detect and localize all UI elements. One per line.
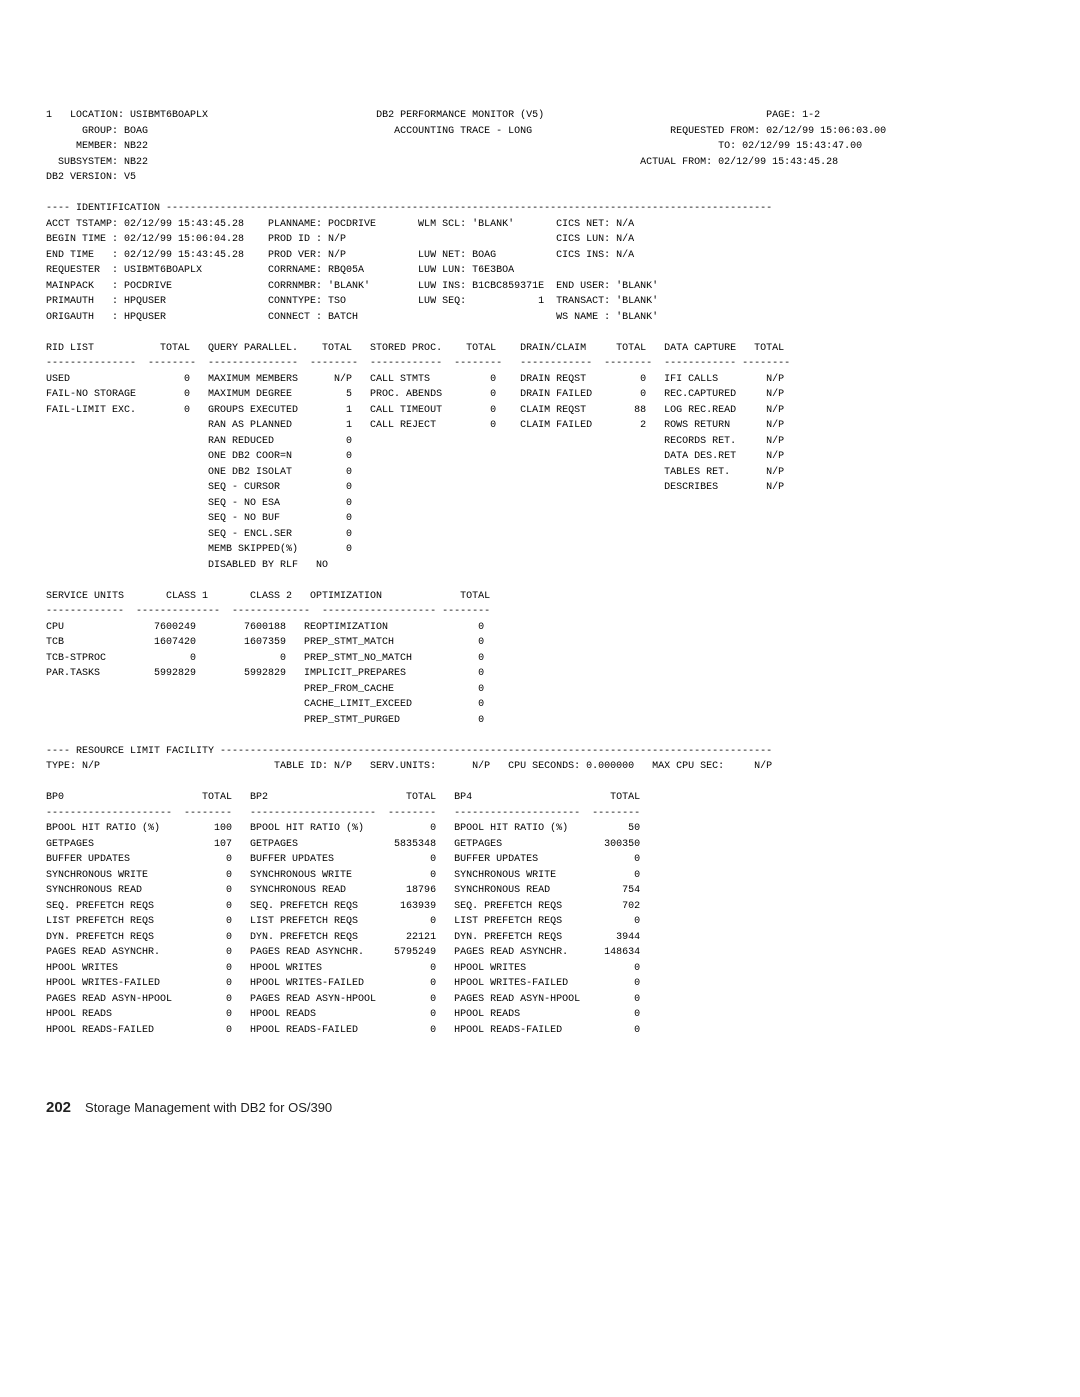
bp-row-12: HPOOL READS 0 HPOOL READS 0 HPOOL READS …	[46, 1009, 640, 1020]
hdr-l1-right: PAGE: 1-2	[766, 110, 820, 121]
id-row-4: MAINPACK : POCDRIVE CORRNMBR: 'BLANK' LU…	[46, 281, 658, 292]
main-row-9: SEQ - NO BUF 0	[46, 513, 352, 524]
bp-row-10: HPOOL WRITES-FAILED 0 HPOOL WRITES-FAILE…	[46, 978, 640, 989]
hdr-l1-center: DB2 PERFORMANCE MONITOR (V5)	[376, 110, 544, 121]
main-table-header: RID LIST TOTAL QUERY PARALLEL. TOTAL STO…	[46, 343, 784, 354]
page-number: 202	[46, 1099, 71, 1116]
bp-row-7: DYN. PREFETCH REQS 0 DYN. PREFETCH REQS …	[46, 932, 640, 943]
bp-row-0: BPOOL HIT RATIO (%) 100 BPOOL HIT RATIO …	[46, 823, 640, 834]
main-row-12: DISABLED BY RLF NO	[46, 560, 328, 571]
hdr-l2-left: GROUP: BOAG	[46, 126, 148, 137]
rlf-title: ---- RESOURCE LIMIT FACILITY -----------…	[46, 746, 772, 757]
report-header: 1 LOCATION: USIBMT6BOAPLX DB2 PERFORMANC…	[46, 108, 1060, 1038]
main-row-3: RAN AS PLANNED 1 CALL REJECT 0 CLAIM FAI…	[46, 420, 784, 431]
hdr-l4-right: ACTUAL FROM: 02/12/99 15:43:45.28	[640, 157, 838, 168]
main-table-sep: --------------- -------- ---------------…	[46, 358, 790, 369]
hdr-l4-left: SUBSYSTEM: NB22	[46, 157, 148, 168]
footer-title: Storage Management with DB2 for OS/390	[85, 1100, 332, 1115]
hdr-l2-right: REQUESTED FROM: 02/12/99 15:06:03.00	[670, 126, 886, 137]
bp-row-5: SEQ. PREFETCH REQS 0 SEQ. PREFETCH REQS …	[46, 901, 640, 912]
id-row-0: ACCT TSTAMP: 02/12/99 15:43:45.28 PLANNA…	[46, 219, 634, 230]
bp-row-6: LIST PREFETCH REQS 0 LIST PREFETCH REQS …	[46, 916, 640, 927]
bp-row-8: PAGES READ ASYNCHR. 0 PAGES READ ASYNCHR…	[46, 947, 640, 958]
bp-row-3: SYNCHRONOUS WRITE 0 SYNCHRONOUS WRITE 0 …	[46, 870, 640, 881]
bp-row-2: BUFFER UPDATES 0 BUFFER UPDATES 0 BUFFER…	[46, 854, 640, 865]
id-row-3: REQUESTER : USIBMT6BOAPLX CORRNAME: RBQ0…	[46, 265, 514, 276]
main-row-8: SEQ - NO ESA 0	[46, 498, 352, 509]
id-row-2: END TIME : 02/12/99 15:43:45.28 PROD VER…	[46, 250, 634, 261]
bp-row-9: HPOOL WRITES 0 HPOOL WRITES 0 HPOOL WRIT…	[46, 963, 640, 974]
hdr-l3-right: TO: 02/12/99 15:43:47.00	[718, 141, 862, 152]
su-row-6: PREP_STMT_PURGED 0	[46, 715, 484, 726]
hdr-l2-center: ACCOUNTING TRACE - LONG	[394, 126, 532, 137]
hdr-l3-left: MEMBER: NB22	[46, 141, 148, 152]
su-header: SERVICE UNITS CLASS 1 CLASS 2 OPTIMIZATI…	[46, 591, 490, 602]
hdr-l1-left: 1 LOCATION: USIBMT6BOAPLX	[46, 110, 208, 121]
bp-row-1: GETPAGES 107 GETPAGES 5835348 GETPAGES 3…	[46, 839, 640, 850]
su-row-2: TCB-STPROC 0 0 PREP_STMT_NO_MATCH 0	[46, 653, 484, 664]
main-row-2: FAIL-LIMIT EXC. 0 GROUPS EXECUTED 1 CALL…	[46, 405, 784, 416]
bp-header: BP0 TOTAL BP2 TOTAL BP4 TOTAL	[46, 792, 640, 803]
id-row-5: PRIMAUTH : HPQUSER CONNTYPE: TSO LUW SEQ…	[46, 296, 658, 307]
bp-row-13: HPOOL READS-FAILED 0 HPOOL READS-FAILED …	[46, 1025, 640, 1036]
hdr-l5: DB2 VERSION: V5	[46, 172, 136, 183]
su-sep: ------------- -------------- -----------…	[46, 606, 490, 617]
bp-row-11: PAGES READ ASYN-HPOOL 0 PAGES READ ASYN-…	[46, 994, 640, 1005]
su-row-4: PREP_FROM_CACHE 0	[46, 684, 484, 695]
rlf-line: TYPE: N/P TABLE ID: N/P SERV.UNITS: N/P …	[46, 761, 772, 772]
bp-row-4: SYNCHRONOUS READ 0 SYNCHRONOUS READ 1879…	[46, 885, 640, 896]
main-row-10: SEQ - ENCL.SER 0	[46, 529, 352, 540]
main-row-0: USED 0 MAXIMUM MEMBERS N/P CALL STMTS 0 …	[46, 374, 784, 385]
identification-title: ---- IDENTIFICATION --------------------…	[46, 203, 772, 214]
id-row-6: ORIGAUTH : HPQUSER CONNECT : BATCH WS NA…	[46, 312, 658, 323]
main-row-6: ONE DB2 ISOLAT 0 TABLES RET. N/P	[46, 467, 784, 478]
su-row-0: CPU 7600249 7600188 REOPTIMIZATION 0	[46, 622, 484, 633]
main-row-5: ONE DB2 COOR=N 0 DATA DES.RET N/P	[46, 451, 784, 462]
main-row-11: MEMB SKIPPED(%) 0	[46, 544, 352, 555]
su-row-5: CACHE_LIMIT_EXCEED 0	[46, 699, 484, 710]
main-row-1: FAIL-NO STORAGE 0 MAXIMUM DEGREE 5 PROC.…	[46, 389, 784, 400]
su-row-1: TCB 1607420 1607359 PREP_STMT_MATCH 0	[46, 637, 484, 648]
main-row-4: RAN REDUCED 0 RECORDS RET. N/P	[46, 436, 784, 447]
page-footer: 202 Storage Management with DB2 for OS/39…	[46, 1096, 1060, 1119]
id-row-1: BEGIN TIME : 02/12/99 15:06:04.28 PROD I…	[46, 234, 634, 245]
su-row-3: PAR.TASKS 5992829 5992829 IMPLICIT_PREPA…	[46, 668, 484, 679]
main-row-7: SEQ - CURSOR 0 DESCRIBES N/P	[46, 482, 784, 493]
bp-sep: --------------------- -------- ---------…	[46, 808, 640, 819]
